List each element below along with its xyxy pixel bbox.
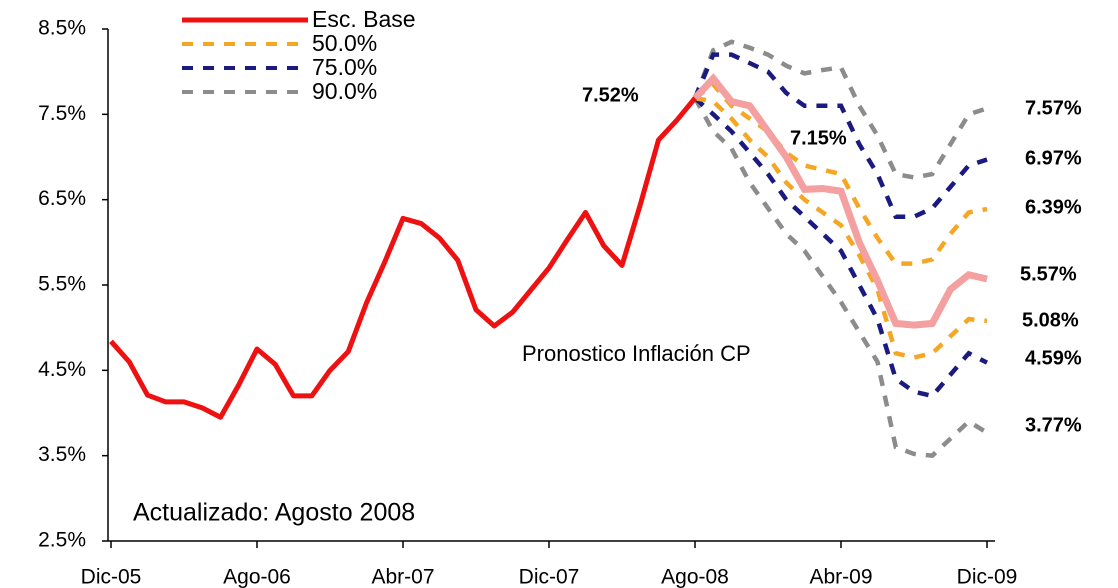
annotation: 6.97% bbox=[1025, 147, 1082, 169]
annotation: Actualizado: Agosto 2008 bbox=[133, 499, 415, 527]
annotation: 4.59% bbox=[1025, 347, 1082, 369]
y-tick-label: 3.5% bbox=[38, 443, 86, 466]
annotation: 5.57% bbox=[1020, 263, 1077, 285]
y-tick-label: 5.5% bbox=[38, 273, 86, 296]
x-tick-label: Dic-05 bbox=[81, 566, 142, 588]
forecast-line bbox=[692, 73, 988, 329]
band-upper bbox=[693, 81, 988, 266]
legend-label: 75.0% bbox=[312, 54, 377, 80]
annotation: 6.39% bbox=[1025, 196, 1082, 218]
x-tick-label: Ago-06 bbox=[223, 566, 291, 588]
legend-label: 50.0% bbox=[312, 30, 377, 56]
x-tick-label: Dic-07 bbox=[519, 566, 580, 588]
band-lower bbox=[694, 95, 988, 360]
annotation: Pronostico Inflación CP bbox=[522, 341, 751, 366]
band-lower bbox=[693, 96, 989, 399]
legend-label: 90.0% bbox=[312, 78, 377, 104]
band-upper bbox=[692, 52, 988, 219]
x-tick-label: Abr-09 bbox=[809, 566, 872, 588]
annotation: 7.15% bbox=[790, 127, 847, 149]
band-lower bbox=[693, 97, 989, 459]
y-tick-label: 2.5% bbox=[38, 529, 86, 552]
x-tick-label: Dic-09 bbox=[957, 566, 1018, 588]
x-tick-label: Abr-07 bbox=[371, 566, 434, 588]
y-tick-label: 8.5% bbox=[38, 17, 86, 40]
x-tick-label: Ago-08 bbox=[661, 566, 729, 588]
y-tick-label: 7.5% bbox=[38, 102, 86, 125]
annotation: 7.52% bbox=[582, 84, 639, 106]
legend-label: Esc. Base bbox=[312, 6, 416, 32]
annotation: 5.08% bbox=[1022, 309, 1079, 331]
y-tick-label: 6.5% bbox=[38, 187, 86, 210]
base-line bbox=[109, 96, 697, 420]
band-upper bbox=[692, 39, 988, 180]
annotation: 3.77% bbox=[1025, 414, 1082, 436]
annotation: 7.57% bbox=[1025, 97, 1082, 119]
y-tick-label: 4.5% bbox=[38, 358, 86, 381]
